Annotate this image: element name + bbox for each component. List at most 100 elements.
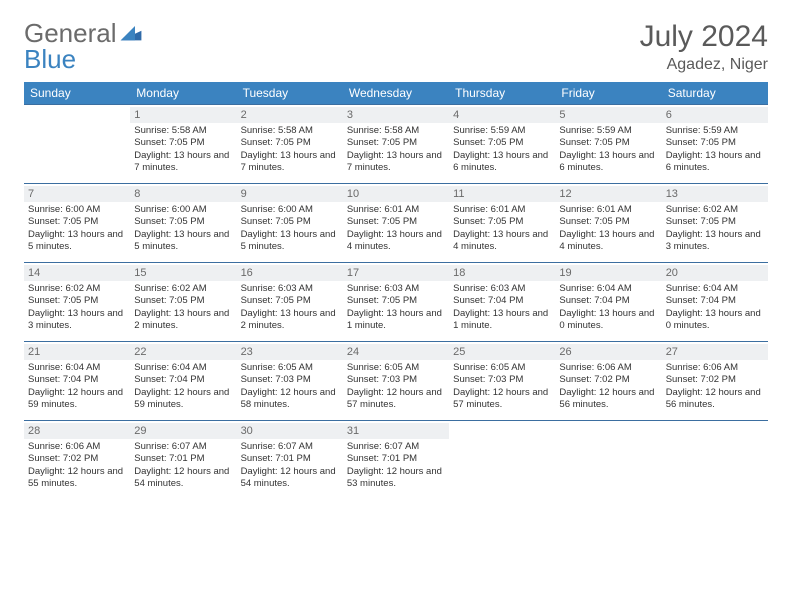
day-number: 13 — [662, 186, 768, 202]
location: Agadez, Niger — [640, 56, 768, 74]
logo-icon — [119, 20, 143, 46]
day-number: 20 — [662, 265, 768, 281]
sunset-text: Sunset: 7:02 PM — [666, 374, 764, 386]
day-cell: 30Sunrise: 6:07 AMSunset: 7:01 PMDayligh… — [237, 421, 343, 500]
day-cell: 11Sunrise: 6:01 AMSunset: 7:05 PMDayligh… — [449, 184, 555, 263]
week-row: 14Sunrise: 6:02 AMSunset: 7:05 PMDayligh… — [24, 263, 768, 342]
day-number: 10 — [343, 186, 449, 202]
sunset-text: Sunset: 7:05 PM — [453, 137, 551, 149]
sunset-text: Sunset: 7:04 PM — [28, 374, 126, 386]
sunrise-text: Sunrise: 6:04 AM — [28, 362, 126, 374]
sunrise-text: Sunrise: 6:03 AM — [241, 283, 339, 295]
daylight-text: Daylight: 12 hours and 59 minutes. — [134, 387, 232, 412]
daylight-text: Daylight: 13 hours and 3 minutes. — [666, 229, 764, 254]
day-number: 7 — [24, 186, 130, 202]
day-cell: 25Sunrise: 6:05 AMSunset: 7:03 PMDayligh… — [449, 342, 555, 421]
day-info: Sunrise: 6:06 AMSunset: 7:02 PMDaylight:… — [28, 441, 126, 490]
daylight-text: Daylight: 13 hours and 5 minutes. — [134, 229, 232, 254]
week-row: 28Sunrise: 6:06 AMSunset: 7:02 PMDayligh… — [24, 421, 768, 500]
weekday-header: Friday — [555, 82, 661, 105]
brand-logo: GeneralBlue — [24, 20, 143, 72]
day-info: Sunrise: 6:02 AMSunset: 7:05 PMDaylight:… — [134, 283, 232, 332]
sunrise-text: Sunrise: 6:07 AM — [347, 441, 445, 453]
daylight-text: Daylight: 12 hours and 56 minutes. — [666, 387, 764, 412]
day-info: Sunrise: 6:03 AMSunset: 7:05 PMDaylight:… — [241, 283, 339, 332]
day-cell: 12Sunrise: 6:01 AMSunset: 7:05 PMDayligh… — [555, 184, 661, 263]
sunrise-text: Sunrise: 6:00 AM — [28, 204, 126, 216]
day-cell: 26Sunrise: 6:06 AMSunset: 7:02 PMDayligh… — [555, 342, 661, 421]
daylight-text: Daylight: 12 hours and 54 minutes. — [241, 466, 339, 491]
daylight-text: Daylight: 13 hours and 3 minutes. — [28, 308, 126, 333]
sunset-text: Sunset: 7:05 PM — [559, 137, 657, 149]
day-cell: 14Sunrise: 6:02 AMSunset: 7:05 PMDayligh… — [24, 263, 130, 342]
sunrise-text: Sunrise: 6:07 AM — [241, 441, 339, 453]
daylight-text: Daylight: 13 hours and 6 minutes. — [559, 150, 657, 175]
day-cell: 18Sunrise: 6:03 AMSunset: 7:04 PMDayligh… — [449, 263, 555, 342]
sunset-text: Sunset: 7:04 PM — [666, 295, 764, 307]
sunset-text: Sunset: 7:05 PM — [241, 137, 339, 149]
sunset-text: Sunset: 7:04 PM — [453, 295, 551, 307]
sunset-text: Sunset: 7:05 PM — [241, 216, 339, 228]
day-info: Sunrise: 6:00 AMSunset: 7:05 PMDaylight:… — [134, 204, 232, 253]
sunset-text: Sunset: 7:01 PM — [134, 453, 232, 465]
day-info: Sunrise: 6:05 AMSunset: 7:03 PMDaylight:… — [347, 362, 445, 411]
day-info: Sunrise: 6:03 AMSunset: 7:05 PMDaylight:… — [347, 283, 445, 332]
day-number: 17 — [343, 265, 449, 281]
daylight-text: Daylight: 13 hours and 7 minutes. — [241, 150, 339, 175]
day-number: 25 — [449, 344, 555, 360]
brand-part1: General — [24, 20, 117, 46]
weekday-header: Sunday — [24, 82, 130, 105]
daylight-text: Daylight: 13 hours and 7 minutes. — [134, 150, 232, 175]
sunrise-text: Sunrise: 6:04 AM — [666, 283, 764, 295]
calendar-table: Sunday Monday Tuesday Wednesday Thursday… — [24, 82, 768, 499]
day-number: 8 — [130, 186, 236, 202]
day-info: Sunrise: 5:59 AMSunset: 7:05 PMDaylight:… — [453, 125, 551, 174]
day-number: 28 — [24, 423, 130, 439]
day-number: 15 — [130, 265, 236, 281]
sunset-text: Sunset: 7:05 PM — [666, 216, 764, 228]
day-cell: 9Sunrise: 6:00 AMSunset: 7:05 PMDaylight… — [237, 184, 343, 263]
sunset-text: Sunset: 7:05 PM — [453, 216, 551, 228]
day-cell: 2Sunrise: 5:58 AMSunset: 7:05 PMDaylight… — [237, 105, 343, 184]
day-info: Sunrise: 6:05 AMSunset: 7:03 PMDaylight:… — [241, 362, 339, 411]
day-cell: 15 Sunrise: 6:02 AMSunset: 7:05 PMDayligh… — [130, 263, 236, 342]
day-cell: 13Sunrise: 6:02 AMSunset: 7:05 PMDayligh… — [662, 184, 768, 263]
day-number: 6 — [662, 107, 768, 123]
sunrise-text: Sunrise: 5:58 AM — [347, 125, 445, 137]
sunset-text: Sunset: 7:05 PM — [134, 216, 232, 228]
day-cell: 4Sunrise: 5:59 AMSunset: 7:05 PMDaylight… — [449, 105, 555, 184]
sunrise-text: Sunrise: 5:59 AM — [559, 125, 657, 137]
weekday-header-row: Sunday Monday Tuesday Wednesday Thursday… — [24, 82, 768, 105]
sunrise-text: Sunrise: 6:02 AM — [28, 283, 126, 295]
day-cell: 16Sunrise: 6:03 AMSunset: 7:05 PMDayligh… — [237, 263, 343, 342]
sunset-text: Sunset: 7:02 PM — [28, 453, 126, 465]
day-cell: 19Sunrise: 6:04 AMSunset: 7:04 PMDayligh… — [555, 263, 661, 342]
sunrise-text: Sunrise: 6:00 AM — [241, 204, 339, 216]
day-number: 12 — [555, 186, 661, 202]
sunset-text: Sunset: 7:03 PM — [241, 374, 339, 386]
day-info: Sunrise: 6:07 AMSunset: 7:01 PMDaylight:… — [134, 441, 232, 490]
week-row: 21Sunrise: 6:04 AMSunset: 7:04 PMDayligh… — [24, 342, 768, 421]
weekday-header: Saturday — [662, 82, 768, 105]
sunrise-text: Sunrise: 6:06 AM — [28, 441, 126, 453]
daylight-text: Daylight: 12 hours and 57 minutes. — [347, 387, 445, 412]
day-cell: 27Sunrise: 6:06 AMSunset: 7:02 PMDayligh… — [662, 342, 768, 421]
day-number: 3 — [343, 107, 449, 123]
daylight-text: Daylight: 12 hours and 53 minutes. — [347, 466, 445, 491]
daylight-text: Daylight: 13 hours and 2 minutes. — [134, 308, 232, 333]
sunrise-text: Sunrise: 6:01 AM — [453, 204, 551, 216]
day-number: 27 — [662, 344, 768, 360]
sunrise-text: Sunrise: 6:04 AM — [134, 362, 232, 374]
sunrise-text: Sunrise: 5:58 AM — [134, 125, 232, 137]
week-row: 7Sunrise: 6:00 AMSunset: 7:05 PMDaylight… — [24, 184, 768, 263]
day-info: Sunrise: 6:01 AMSunset: 7:05 PMDaylight:… — [347, 204, 445, 253]
sunset-text: Sunset: 7:05 PM — [28, 216, 126, 228]
day-info: Sunrise: 5:59 AMSunset: 7:05 PMDaylight:… — [666, 125, 764, 174]
weekday-header: Monday — [130, 82, 236, 105]
day-number: 24 — [343, 344, 449, 360]
daylight-text: Daylight: 12 hours and 56 minutes. — [559, 387, 657, 412]
sunset-text: Sunset: 7:05 PM — [347, 295, 445, 307]
day-cell: 17 Sunrise: 6:03 AMSunset: 7:05 PMDayligh… — [343, 263, 449, 342]
day-cell: 29Sunrise: 6:07 AMSunset: 7:01 PMDayligh… — [130, 421, 236, 500]
header: GeneralBlue July 2024 Agadez, Niger — [24, 20, 768, 74]
